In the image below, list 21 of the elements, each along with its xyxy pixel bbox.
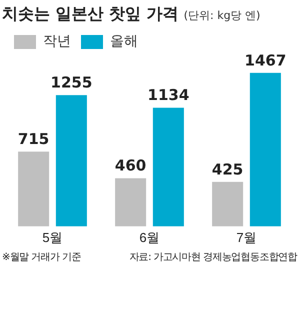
bar: [152, 108, 184, 226]
data-label: 460: [114, 156, 146, 175]
legend-label: 작년: [43, 34, 71, 50]
bar: [18, 152, 50, 226]
data-label: 425: [212, 160, 244, 178]
data-label: 715: [18, 130, 50, 148]
data-label: 1467: [244, 51, 286, 70]
data-label: 1255: [50, 73, 92, 92]
chart-subtitle: (단위: kg당 엔): [184, 8, 260, 23]
x-tick-label: 7월: [236, 230, 257, 245]
text: 자료: 가고시마현 경제농업협동조합연합: [129, 251, 297, 264]
bar: [56, 95, 87, 226]
bar: [115, 178, 146, 226]
x-tick-label: 5월: [42, 230, 63, 245]
legend-label: 올해: [110, 34, 138, 50]
data-label: 1134: [148, 86, 190, 104]
bar: [250, 72, 281, 226]
chart-title: 치솟는 일본산 찻잎 가격: [2, 4, 179, 25]
text: ※월말 거래가 기준: [2, 251, 81, 264]
bar: [212, 182, 244, 226]
x-tick-label: 6월: [139, 230, 160, 245]
